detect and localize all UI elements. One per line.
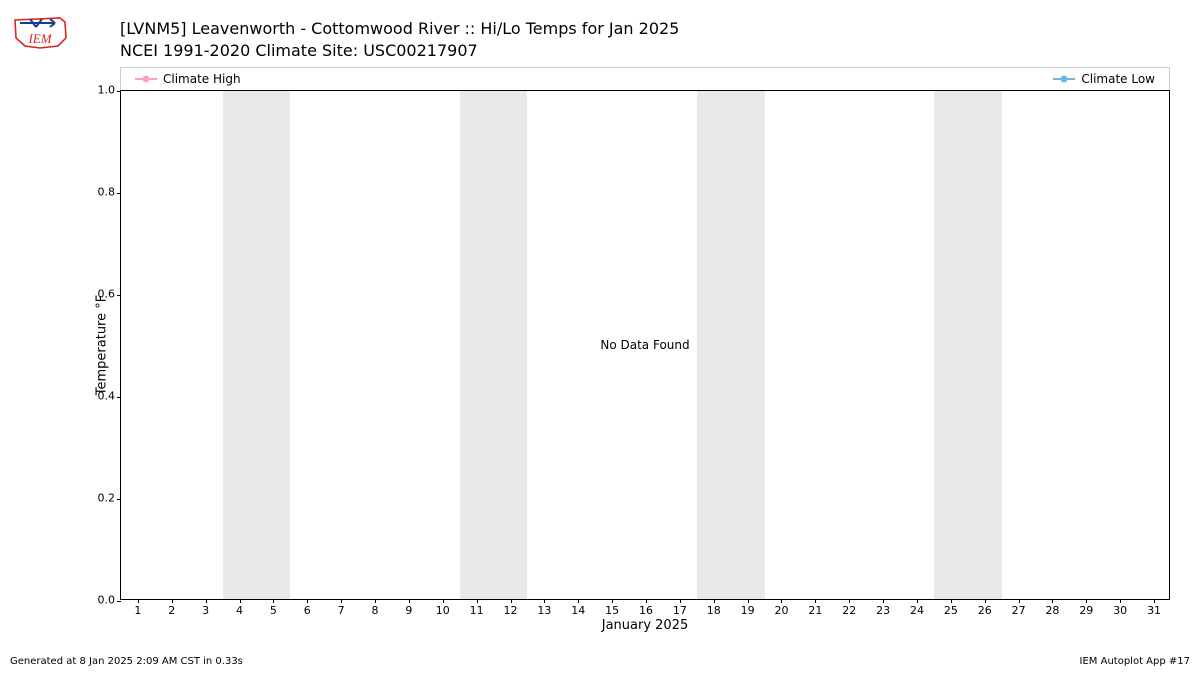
- x-tick-mark: [443, 599, 444, 603]
- x-tick-mark: [172, 599, 173, 603]
- legend-label-high: Climate High: [163, 72, 241, 86]
- x-tick-mark: [138, 599, 139, 603]
- x-tick-label: 4: [236, 604, 243, 617]
- legend-item-high: Climate High: [135, 72, 241, 86]
- legend: Climate High Climate Low: [120, 67, 1170, 90]
- x-tick-label: 21: [808, 604, 822, 617]
- x-tick-label: 22: [842, 604, 856, 617]
- footer-generated: Generated at 8 Jan 2025 2:09 AM CST in 0…: [10, 656, 243, 667]
- logo-text: IEM: [27, 31, 52, 46]
- x-tick-label: 13: [537, 604, 551, 617]
- x-tick-mark: [646, 599, 647, 603]
- iem-logo: IEM: [10, 8, 70, 53]
- x-tick-label: 18: [707, 604, 721, 617]
- x-tick-mark: [273, 599, 274, 603]
- x-tick-label: 28: [1045, 604, 1059, 617]
- x-tick-mark: [612, 599, 613, 603]
- y-tick-mark: [117, 499, 121, 500]
- x-tick-mark: [1086, 599, 1087, 603]
- weekend-band: [934, 91, 1002, 599]
- x-tick-mark: [1052, 599, 1053, 603]
- x-tick-mark: [477, 599, 478, 603]
- weekend-band: [223, 91, 291, 599]
- x-tick-label: 19: [741, 604, 755, 617]
- chart-title: [LVNM5] Leavenworth - Cottomwood River :…: [120, 18, 679, 61]
- y-tick-label: 0.8: [75, 186, 115, 199]
- y-tick-mark: [117, 91, 121, 92]
- x-tick-label: 24: [910, 604, 924, 617]
- y-tick-label: 1.0: [75, 84, 115, 97]
- y-axis-label: Temperature °F: [95, 295, 110, 395]
- x-tick-label: 23: [876, 604, 890, 617]
- x-tick-label: 15: [605, 604, 619, 617]
- x-tick-label: 16: [639, 604, 653, 617]
- x-tick-label: 17: [673, 604, 687, 617]
- x-tick-label: 5: [270, 604, 277, 617]
- plot-area: No Data Found 12345678910111213141516171…: [120, 90, 1170, 600]
- y-tick-mark: [117, 601, 121, 602]
- legend-item-low: Climate Low: [1053, 72, 1155, 86]
- no-data-message: No Data Found: [600, 338, 689, 352]
- y-tick-mark: [117, 397, 121, 398]
- x-tick-label: 6: [304, 604, 311, 617]
- x-axis-label: January 2025: [120, 618, 1170, 633]
- x-tick-label: 14: [571, 604, 585, 617]
- x-tick-mark: [511, 599, 512, 603]
- x-tick-label: 9: [405, 604, 412, 617]
- x-tick-label: 2: [168, 604, 175, 617]
- x-tick-label: 12: [504, 604, 518, 617]
- x-tick-label: 3: [202, 604, 209, 617]
- x-tick-label: 30: [1113, 604, 1127, 617]
- x-tick-label: 25: [944, 604, 958, 617]
- x-tick-mark: [544, 599, 545, 603]
- x-tick-label: 31: [1147, 604, 1161, 617]
- y-tick-mark: [117, 193, 121, 194]
- weekend-band: [460, 91, 528, 599]
- y-tick-label: 0.2: [75, 492, 115, 505]
- x-tick-mark: [951, 599, 952, 603]
- x-tick-mark: [206, 599, 207, 603]
- x-tick-label: 29: [1079, 604, 1093, 617]
- x-tick-label: 8: [372, 604, 379, 617]
- x-tick-mark: [1120, 599, 1121, 603]
- x-tick-mark: [883, 599, 884, 603]
- title-line1: [LVNM5] Leavenworth - Cottomwood River :…: [120, 18, 679, 40]
- x-tick-mark: [375, 599, 376, 603]
- x-tick-mark: [1154, 599, 1155, 603]
- x-tick-mark: [409, 599, 410, 603]
- x-tick-mark: [748, 599, 749, 603]
- x-tick-mark: [815, 599, 816, 603]
- x-tick-label: 7: [338, 604, 345, 617]
- x-tick-mark: [849, 599, 850, 603]
- x-tick-mark: [240, 599, 241, 603]
- legend-label-low: Climate Low: [1081, 72, 1155, 86]
- y-tick-label: 0.6: [75, 288, 115, 301]
- x-tick-mark: [341, 599, 342, 603]
- x-tick-label: 10: [436, 604, 450, 617]
- x-tick-label: 27: [1012, 604, 1026, 617]
- y-tick-label: 0.0: [75, 594, 115, 607]
- x-tick-mark: [1019, 599, 1020, 603]
- x-tick-mark: [578, 599, 579, 603]
- x-tick-mark: [781, 599, 782, 603]
- x-tick-mark: [680, 599, 681, 603]
- x-tick-label: 26: [978, 604, 992, 617]
- x-tick-label: 1: [134, 604, 141, 617]
- x-tick-mark: [307, 599, 308, 603]
- title-line2: NCEI 1991-2020 Climate Site: USC00217907: [120, 40, 679, 62]
- footer-app: IEM Autoplot App #17: [1080, 656, 1190, 667]
- x-tick-mark: [917, 599, 918, 603]
- x-tick-label: 11: [470, 604, 484, 617]
- y-tick-mark: [117, 295, 121, 296]
- y-tick-label: 0.4: [75, 390, 115, 403]
- x-tick-label: 20: [774, 604, 788, 617]
- x-tick-mark: [714, 599, 715, 603]
- weekend-band: [697, 91, 765, 599]
- x-tick-mark: [985, 599, 986, 603]
